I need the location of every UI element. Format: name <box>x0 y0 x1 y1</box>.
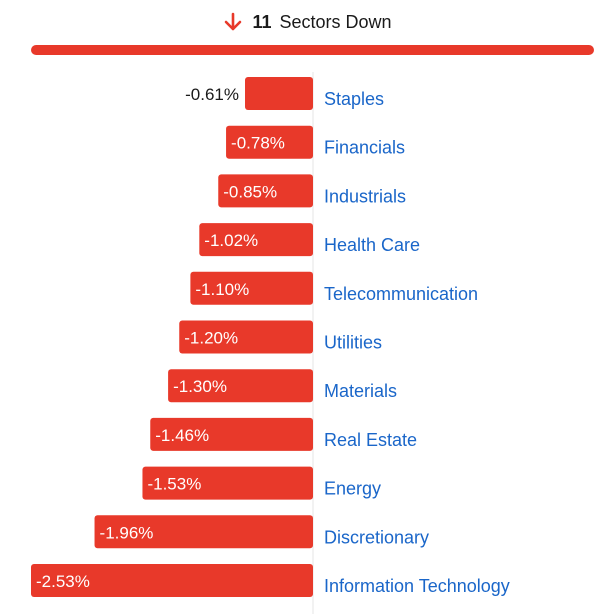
value-label-9: -1.96% <box>100 523 154 542</box>
sector-link-6[interactable]: Materials <box>324 381 397 401</box>
value-label-0: -0.61% <box>185 85 239 104</box>
value-label-5: -1.20% <box>184 329 238 348</box>
sector-link-7[interactable]: Real Estate <box>324 430 417 450</box>
sector-link-3[interactable]: Health Care <box>324 235 420 255</box>
sector-link-10[interactable]: Information Technology <box>324 576 510 596</box>
value-label-8: -1.53% <box>147 475 201 494</box>
sector-link-9[interactable]: Discretionary <box>324 527 429 547</box>
value-label-10: -2.53% <box>36 572 90 591</box>
bar-0 <box>245 77 313 110</box>
bar-4 <box>190 271 313 305</box>
bar-6 <box>168 369 313 403</box>
sector-link-8[interactable]: Energy <box>324 479 381 499</box>
bar-10 <box>31 564 313 597</box>
bar-1 <box>226 125 313 159</box>
value-label-2: -0.85% <box>223 182 277 201</box>
value-label-6: -1.30% <box>173 377 227 396</box>
value-label-7: -1.46% <box>155 426 209 445</box>
bar-2 <box>218 174 313 208</box>
bar-5 <box>179 320 313 354</box>
arrow-down-icon <box>222 11 244 33</box>
sectors-down-count: 11 <box>252 11 272 32</box>
summary-bar <box>31 45 594 55</box>
sector-link-1[interactable]: Financials <box>324 138 405 158</box>
sector-link-4[interactable]: Telecommunication <box>324 284 478 304</box>
bar-8 <box>142 466 313 500</box>
sector-link-0[interactable]: Staples <box>324 89 384 109</box>
value-label-4: -1.10% <box>195 280 249 299</box>
bar-3 <box>199 223 313 257</box>
summary-heading: 11 Sectors Down <box>222 11 392 33</box>
bar-7 <box>150 417 313 451</box>
sector-link-5[interactable]: Utilities <box>324 333 382 353</box>
summary-header: 11 Sectors Down <box>0 0 614 44</box>
sectors-down-text: Sectors Down <box>279 11 392 32</box>
value-label-3: -1.02% <box>204 231 258 250</box>
sector-link-2[interactable]: Industrials <box>324 186 406 206</box>
value-label-1: -0.78% <box>231 134 285 153</box>
bar-9 <box>94 515 313 549</box>
